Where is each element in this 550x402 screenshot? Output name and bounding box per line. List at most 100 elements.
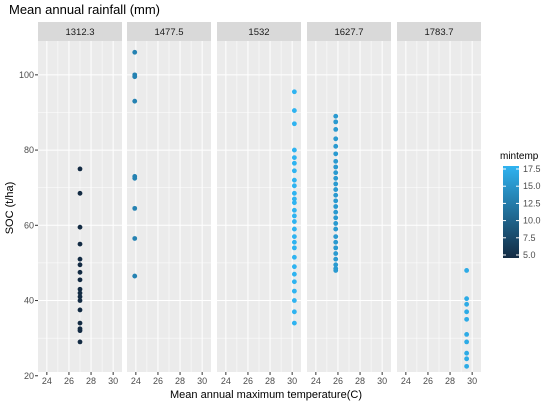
facet-strip-label: 1477.5: [154, 27, 183, 38]
data-point: [77, 320, 83, 326]
data-point: [132, 49, 138, 55]
facet-strip-label: 1312.3: [65, 27, 94, 38]
data-point: [291, 264, 297, 270]
data-point: [333, 170, 339, 176]
data-point: [291, 155, 297, 161]
data-point: [464, 363, 470, 369]
data-point: [333, 151, 339, 157]
data-point: [77, 339, 83, 345]
x-tick-label: 28: [445, 376, 455, 386]
data-point: [333, 143, 339, 149]
data-point: [291, 108, 297, 113]
data-point: [464, 316, 470, 322]
data-point: [464, 356, 470, 362]
data-point: [333, 181, 339, 187]
data-point: [77, 241, 83, 247]
data-point: [333, 215, 339, 221]
x-tick-label: 28: [175, 376, 185, 386]
data-point: [291, 271, 297, 277]
x-tick-label: 26: [333, 376, 343, 386]
x-tick-label: 30: [108, 376, 118, 386]
data-point: [333, 175, 339, 181]
data-point: [291, 226, 297, 232]
facet-panel: 1627.7 24 26 28 30: [307, 22, 391, 386]
data-point: [291, 219, 297, 224]
x-tick-label: 26: [64, 376, 74, 386]
data-point: [291, 168, 297, 174]
data-point: [77, 328, 83, 334]
data-point: [132, 273, 138, 279]
data-point: [333, 209, 339, 215]
data-point: [333, 262, 339, 268]
facet-strip: [38, 22, 122, 41]
y-tick-label: 100: [19, 70, 34, 80]
data-point: [291, 160, 297, 166]
data-point: [77, 294, 83, 300]
x-tick-label: 30: [377, 376, 387, 386]
legend-title: mintemp: [500, 151, 539, 162]
data-point: [291, 177, 297, 183]
data-point: [291, 190, 297, 196]
data-point: [291, 320, 297, 326]
data-point: [333, 204, 339, 209]
data-point: [132, 205, 138, 211]
facet-strip: [217, 22, 301, 41]
data-point: [77, 286, 83, 292]
data-point: [291, 254, 297, 260]
data-point: [77, 290, 83, 296]
legend-tick-label: 7.5: [523, 233, 536, 243]
data-point: [333, 198, 339, 204]
data-point: [333, 187, 339, 192]
data-point: [464, 309, 470, 315]
x-tick-label: 28: [86, 376, 96, 386]
data-point: [291, 239, 297, 245]
data-point: [291, 147, 297, 153]
data-point: [291, 89, 297, 95]
data-point: [333, 158, 339, 164]
data-point: [77, 190, 83, 196]
data-point: [77, 256, 83, 262]
data-point: [333, 256, 339, 262]
facet-panel: 1477.5 24 26 28 30: [127, 22, 211, 386]
legend-tick-label: 10.0: [523, 216, 541, 226]
y-tick-label: 60: [24, 220, 34, 230]
data-point: [291, 234, 297, 239]
data-point: [291, 196, 297, 202]
data-point: [333, 192, 339, 198]
data-point: [333, 119, 339, 125]
facet-panel: 1532 24 26 28 30: [217, 22, 301, 386]
data-point: [291, 245, 297, 251]
x-tick-label: 30: [197, 376, 207, 386]
data-point: [291, 121, 297, 127]
data-point: [77, 277, 83, 283]
x-tick-label: 24: [42, 376, 52, 386]
data-point: [291, 213, 297, 219]
legend-tick-label: 17.5: [523, 164, 541, 174]
data-point: [77, 262, 83, 268]
data-point: [464, 296, 470, 302]
data-point: [77, 224, 83, 230]
x-tick-label: 24: [221, 376, 231, 386]
data-point: [333, 221, 339, 226]
facet-strip: [307, 22, 391, 41]
data-point: [77, 307, 83, 313]
data-point: [291, 183, 297, 189]
x-tick-label: 26: [153, 376, 163, 386]
facet-strip: [397, 22, 481, 41]
data-point: [464, 301, 470, 307]
facet-panels: 1312.3 24 26 28 30 1477.5 24 26 28 30 1532 24 26 28 30…: [38, 22, 481, 386]
legend-tick-label: 12.5: [523, 198, 541, 208]
data-point: [291, 288, 297, 294]
data-point: [77, 298, 83, 303]
data-point: [333, 268, 339, 273]
facet-strip-label: 1783.7: [424, 27, 453, 38]
x-tick-label: 26: [243, 376, 253, 386]
x-tick-label: 28: [355, 376, 365, 386]
legend-tick-label: 5.0: [523, 250, 536, 260]
data-point: [333, 126, 339, 132]
chart-title: Mean annual rainfall (mm): [9, 2, 160, 17]
data-point: [464, 268, 470, 273]
data-point: [333, 234, 339, 239]
x-tick-label: 30: [467, 376, 477, 386]
data-point: [291, 200, 297, 206]
